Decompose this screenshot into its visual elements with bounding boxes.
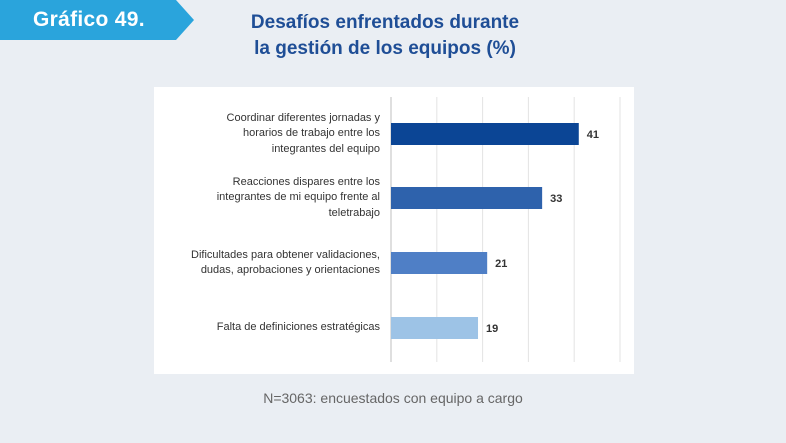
bar-value-label: 21 [495,258,507,270]
chart-card: 41 33 21 19 Coordinar diferentes jornadas y… [154,87,634,374]
chart-number-badge: Gráfico 49. [0,0,194,40]
category-label-line: integrantes del equipo [271,142,380,155]
category-label: Dificultades para obtener validaciones, d… [160,248,380,279]
category-label-line: Coordinar diferentes jornadas y [226,111,380,124]
bar-value-label: 19 [486,323,498,335]
category-label-line: Reacciones dispares entre los [232,175,380,188]
bar [391,252,488,274]
category-label: Falta de definiciones estratégicas [160,320,380,336]
chart-title-line-1: Desafíos enfrentados durante [250,12,520,33]
chart-title: Desafíos enfrentados durante la gestión … [210,10,560,62]
category-label-line: integrantes de mi equipo frente al [216,191,380,204]
category-label: Coordinar diferentes jornadas y horarios … [160,111,380,158]
bar [391,317,479,339]
category-label-line: horarios de trabajo entre los [243,127,380,140]
category-label: Reacciones dispares entre los integrantes… [160,175,380,222]
bar-value-label: 33 [550,193,562,205]
bar-chart: 41 33 21 19 [390,97,621,362]
bar-value-label: 41 [587,129,599,141]
category-label-line: Falta de definiciones estratégicas [216,321,380,334]
category-label-line: dudas, aprobaciones y orientaciones [200,264,380,276]
bar [391,123,579,145]
chart-title-line-2: la gestión de los equipos (%) [254,38,516,59]
badge-shape [0,0,194,40]
chart-number-label: Gráfico 49. [33,8,145,31]
sample-footnote: N=3063: encuestados con equipo a cargo [263,390,523,406]
bar [391,187,543,209]
category-label-line: teletrabajo [328,206,380,219]
category-label-line: Dificultades para obtener validaciones, [191,248,380,261]
